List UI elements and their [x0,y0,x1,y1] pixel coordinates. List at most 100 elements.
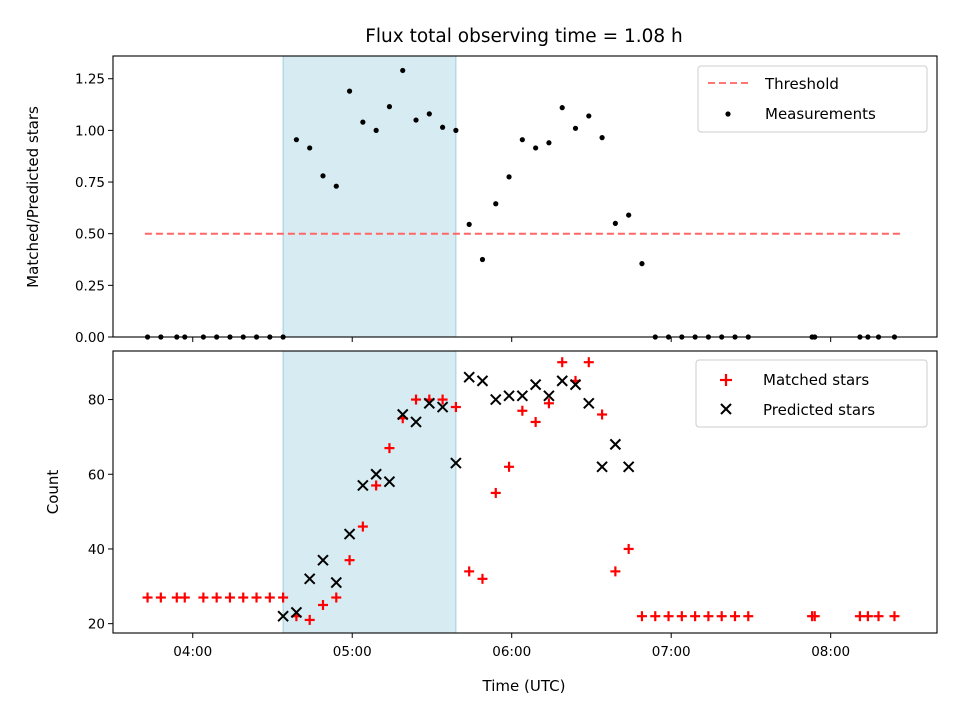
predicted-star-point [436,401,449,413]
legend-predicted-swatch [720,403,732,415]
y-tick-label: 0.25 [75,278,105,294]
predicted-star-point [556,375,568,387]
measurement-point [546,140,552,146]
measurement-point [360,119,366,125]
matched-star-point [490,487,501,498]
y-tick-label: 60 [88,467,105,483]
bottom-x-ticks: 04:00 05:00 06:00 07:00 08:00 [173,633,850,660]
bottom-series-group [142,357,900,625]
predicted-star-point [290,606,303,619]
matched-star-point [304,614,315,625]
measurement-point [506,174,512,180]
matched-star-point [676,611,687,622]
matched-star-point [636,611,647,622]
matched-star-point [597,409,608,420]
measurement-point [320,173,326,179]
measurement-point [493,201,499,207]
matched-star-point [179,592,190,603]
legend-matched-label: Matched stars [763,371,869,389]
bottom-axes-frame [112,350,938,634]
bottom-panel: 20 40 60 80 04:00 05:00 06:00 07:00 08:00 Time … [44,350,938,695]
predicted-star-point [330,576,342,589]
matched-star-point [464,566,475,577]
measurement-point [599,135,605,141]
predicted-star-point [343,528,356,540]
predicted-star-point [516,390,529,402]
matched-star-point [198,592,209,603]
bottom-y-ticks: 20 40 60 80 [88,393,113,633]
legend-measurements-label: Measurements [765,105,876,123]
measurement-point [293,137,300,143]
y-tick-label: 1.25 [75,72,105,88]
matched-star-point [264,592,275,603]
bottom-highlight-span [282,350,457,634]
x-tick-label: 05:00 [333,644,372,660]
measurement-point [426,111,432,117]
measurement-point [453,127,459,133]
measurement-point [479,256,486,263]
x-tick-label: 07:00 [652,644,691,660]
matched-star-point [238,592,249,603]
matched-star-point [211,592,222,603]
predicted-star-point [277,610,289,622]
y-tick-label: 1.00 [75,123,105,139]
matched-star-point [703,611,714,622]
predicted-star-point [529,378,542,391]
predicted-star-point [410,416,422,428]
measurement-point [413,117,419,123]
matched-star-point [331,592,342,603]
measurement-point [400,67,406,74]
matched-star-point [809,611,820,622]
predicted-star-point [317,554,329,566]
top-y-ticks: 0.00 0.25 0.50 0.75 1.00 1.25 [75,72,113,346]
measurement-point [333,183,339,189]
matched-star-point [411,394,422,405]
x-axis-label: Time (UTC) [482,677,566,695]
top-highlight-span [282,55,457,338]
predicted-star-point [543,390,555,402]
measurement-point [466,221,472,227]
matched-star-point [583,357,594,368]
predicted-star-point [450,457,462,469]
y-tick-label: 40 [88,542,105,558]
top-axes-frame [112,55,938,338]
y-tick-label: 80 [88,393,105,409]
matched-star-point [504,461,515,472]
matched-star-point [743,611,754,622]
predicted-star-point [490,393,502,406]
matched-star-point [530,416,541,427]
matched-star-point [623,543,634,554]
y-tick-label: 20 [88,617,105,633]
measurement-point [612,220,618,226]
bottom-legend: Matched stars Predicted stars [695,359,928,428]
predicted-star-point [370,468,382,480]
x-tick-label: 04:00 [173,644,212,660]
predicted-star-point [609,438,622,451]
predicted-star-point [463,371,475,383]
legend-threshold-label: Threshold [764,75,839,93]
matched-star-point [477,573,488,584]
matched-star-point [344,555,355,566]
predicted-star-point [622,461,635,473]
matched-star-point [517,405,528,416]
matched-star-point [384,443,395,454]
predicted-star-point [397,408,409,421]
measurement-point [307,145,313,151]
top-y-axis-label: Matched/Predicted stars [24,106,42,288]
measurement-point [519,137,525,143]
measurement-point [639,261,645,267]
y-tick-label: 0.75 [75,175,105,191]
predicted-star-point [503,390,515,402]
matched-star-point [716,611,727,622]
legend-measurements-swatch [725,111,731,117]
top-x-ticks [192,337,832,342]
predicted-star-point [357,479,369,492]
measurement-point [559,105,565,111]
legend-matched-swatch [720,374,732,386]
matched-star-point [251,592,262,603]
matched-star-point [437,394,448,405]
legend-predicted-label: Predicted stars [763,401,875,419]
chart-title: Flux total observing time = 1.08 h [365,26,683,47]
matched-star-point [278,592,289,603]
